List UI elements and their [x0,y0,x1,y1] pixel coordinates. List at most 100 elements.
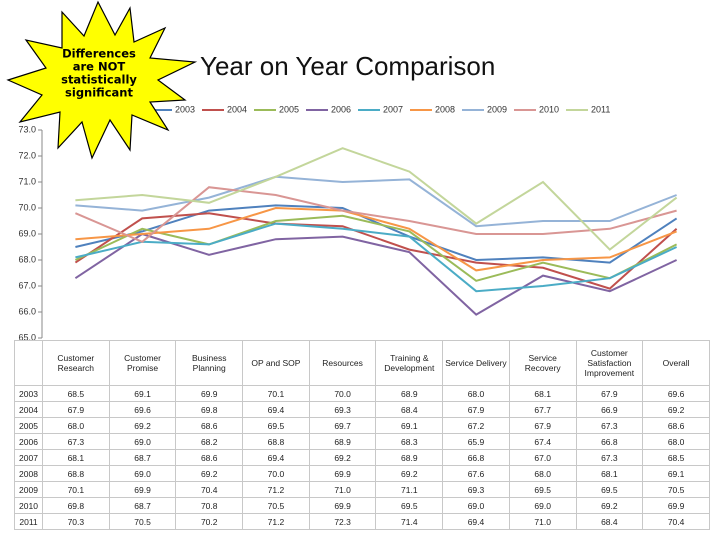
table-cell: 69.2 [308,449,377,466]
table-cell: 67.3 [42,433,110,450]
chart-title: Year on Year Comparison [200,51,495,81]
y-tick-label: 67.0 [18,280,36,290]
column-header: Overall [642,340,710,386]
series-line [74,212,678,290]
column-header: Resources [308,340,377,386]
data-table: Customer Research Customer Promise Busines… [14,340,710,530]
table-cell: 68.7 [108,449,177,466]
series-line [75,206,677,272]
table-cell: 70.2 [175,513,244,530]
table-cell: 68.9 [375,385,444,402]
table-cell: 66.8 [575,433,644,450]
column-header: Training & Development [375,340,444,386]
table-cell: 69.8 [42,497,110,514]
table-cell: 70.5 [242,497,310,514]
table-cell: 70.4 [642,513,710,530]
table-cell: 69.9 [308,465,377,482]
table-cell: 69.5 [375,497,444,514]
table-cell: 68.0 [42,417,110,434]
table-cell: 67.3 [575,417,644,434]
table-cell: 69.1 [375,417,444,434]
column-header: Service Delivery [442,340,510,386]
table-cell: 68.0 [442,385,510,402]
table-row: 2009 70.1 69.9 70.4 71.2 71.0 71.1 69.3 69.5 69.5… [14,481,710,498]
starburst: Differences are NOT statistically signif… [6,0,198,160]
table-cell: 70.0 [308,385,377,402]
table-cell: 67.0 [508,449,577,466]
row-header: 2006 [14,433,43,450]
table-cell: 69.9 [308,497,377,514]
table-cell: 69.0 [442,497,510,514]
table-cell: 70.1 [42,481,110,498]
table-cell: 68.0 [508,465,577,482]
corner-cell [14,340,43,386]
table-row: 2007 68.1 68.7 68.6 69.4 69.2 68.9 66.8 67.0 67.3… [14,449,710,466]
table-cell: 67.4 [508,433,577,450]
row-header: 2009 [14,481,43,498]
table-cell: 68.0 [642,433,710,450]
table-cell: 68.5 [42,385,110,402]
series-line [75,222,678,293]
y-tick-label: 66.0 [18,306,36,316]
column-header: Customer Promise [108,340,177,386]
table-cell: 67.9 [508,417,577,434]
table-cell: 70.0 [242,465,310,482]
y-tick-label: 73.0 [18,124,36,134]
table-cell: 69.4 [242,449,310,466]
table-cell: 69.2 [375,465,444,482]
row-header: 2010 [14,497,43,514]
starburst-shape [6,0,198,160]
table-cell: 68.8 [42,465,110,482]
table-cell: 69.5 [508,481,577,498]
y-tick-label: 71.0 [18,176,36,186]
table-cell: 69.9 [175,385,244,402]
table-cell: 66.8 [442,449,510,466]
column-header: Business Planning [175,340,244,386]
legend-label: 2006 [331,104,351,114]
table-cell: 68.7 [108,497,177,514]
table-cell: 68.1 [42,449,110,466]
table-cell: 68.8 [242,433,310,450]
table-cell: 69.8 [175,401,244,418]
table-cell: 71.2 [242,513,310,530]
y-tick-label: 68.0 [18,254,36,264]
series-line [75,204,678,264]
table-cell: 67.9 [575,385,644,402]
table-cell: 69.7 [308,417,377,434]
table-cell: 70.5 [642,481,710,498]
table-cell: 70.5 [108,513,177,530]
table-cell: 69.0 [108,433,177,450]
row-header: 2005 [14,417,43,434]
series-line [75,186,677,243]
table-row: 2006 67.3 69.0 68.2 68.8 68.9 68.3 65.9 67.4 66.8… [14,433,710,450]
table-row: 2008 68.8 69.0 69.2 70.0 69.9 69.2 67.6 68.0 68.1… [14,465,710,482]
table-cell: 65.9 [442,433,510,450]
note-line: statistically [61,73,137,87]
table-row: 2010 69.8 68.7 70.8 70.5 69.9 69.5 69.0 69.0 69.2… [14,497,710,514]
chart: Year on Year Comparison 65.0 66.0 67.0 68.0… [18,51,678,340]
table-cell: 71.1 [375,481,444,498]
series-line [74,232,678,316]
table-cell: 67.9 [442,401,510,418]
table-cell: 68.4 [575,513,644,530]
table-cell: 69.3 [308,401,377,418]
table-cell: 71.2 [242,481,310,498]
table-cell: 69.1 [642,465,710,482]
legend-label: 2008 [435,104,455,114]
table-cell: 68.9 [308,433,377,450]
note-line: are NOT [73,60,126,74]
note-line: significant [65,86,133,100]
table-row: 2005 68.0 69.2 68.6 69.5 69.7 69.1 67.2 67.9 67.3… [14,417,710,434]
row-header: 2003 [14,385,43,402]
table-cell: 70.3 [42,513,110,530]
table-cell: 69.6 [108,401,177,418]
legend-label: 2004 [227,104,247,114]
table-cell: 68.6 [175,449,244,466]
series-line [74,214,678,282]
table-cell: 68.1 [508,385,577,402]
table-cell: 69.0 [508,497,577,514]
column-header: Customer Research [42,340,110,386]
column-header: Service Recovery [508,340,577,386]
legend-label: 2007 [383,104,403,114]
table-cell: 71.4 [375,513,444,530]
